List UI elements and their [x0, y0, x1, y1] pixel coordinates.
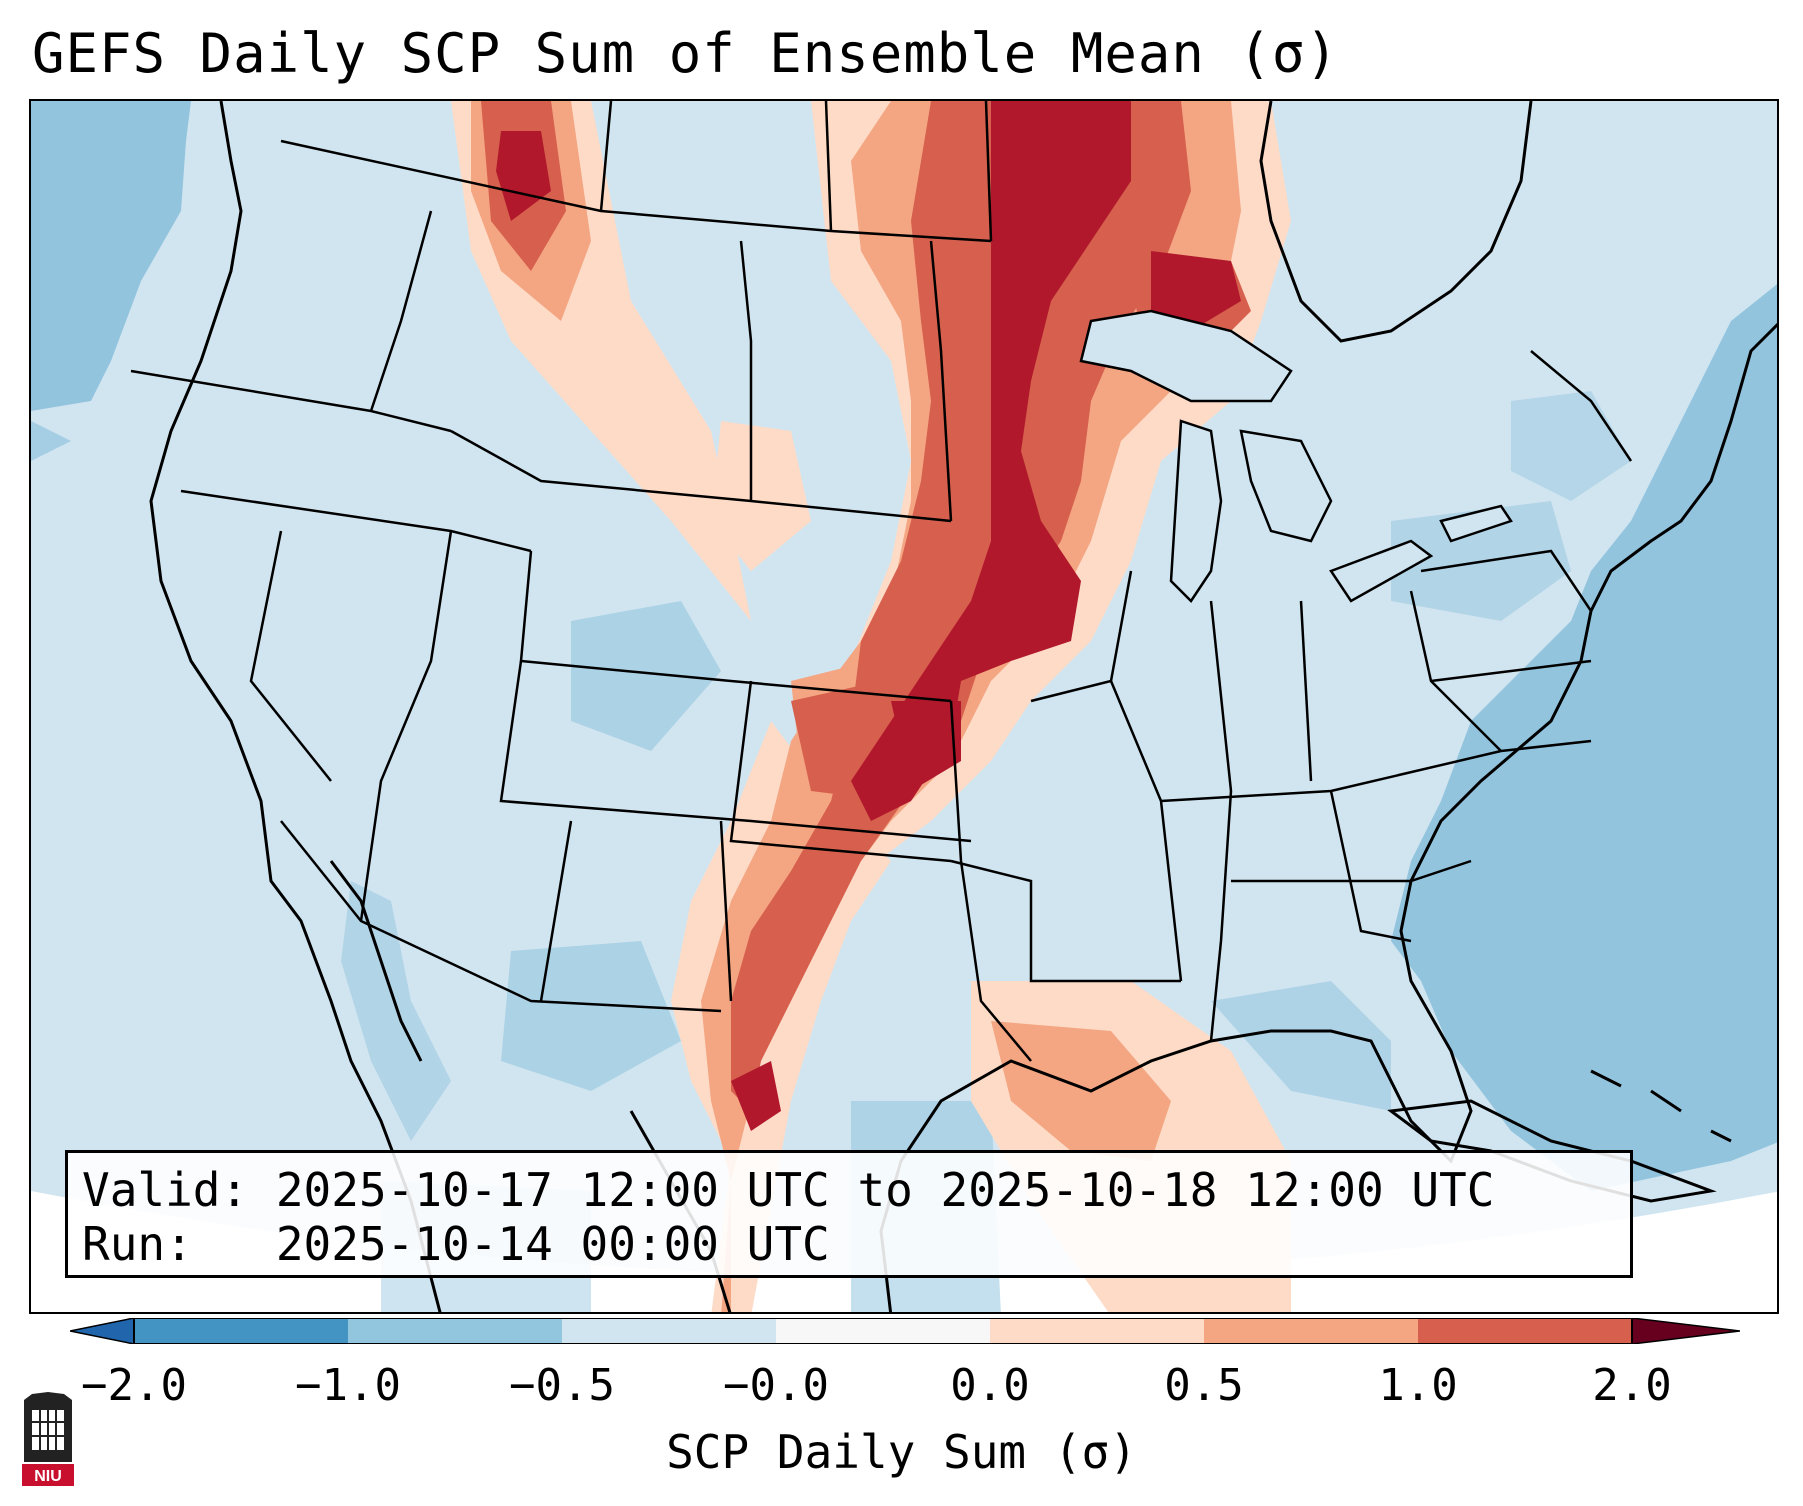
- chart-title: GEFS Daily SCP Sum of Ensemble Mean (σ): [32, 22, 1339, 85]
- lake-michigan: [1169, 419, 1223, 603]
- colorbar-tick: 0.0: [950, 1360, 1030, 1411]
- anomaly-core: [851, 101, 1131, 821]
- colorbar-extend-low: [70, 1318, 135, 1344]
- colorbar-segment: [776, 1318, 990, 1344]
- logo-text: NIU: [34, 1468, 62, 1485]
- colorbar-tick: 1.0: [1378, 1360, 1458, 1411]
- validity-info-box: Valid: 2025-10-17 12:00 UTC to 2025-10-1…: [65, 1150, 1633, 1278]
- colorbar: [70, 1318, 1740, 1344]
- colorbar-tick: 0.5: [1164, 1360, 1244, 1411]
- colorbar-segment: [1418, 1318, 1632, 1344]
- lake-erie: [1329, 539, 1434, 603]
- colorbar-segment: [1204, 1318, 1418, 1344]
- colorbar-segment: [990, 1318, 1204, 1344]
- lake-ontario: [1439, 504, 1513, 543]
- colorbar-segment: [348, 1318, 562, 1344]
- pacific-ocean: [31, 101, 191, 411]
- colorbar-tick: −0.0: [723, 1360, 829, 1411]
- cuba: [1387, 1099, 1717, 1203]
- colorbar-tick: −1.0: [295, 1360, 401, 1411]
- map-svg: [31, 101, 1777, 1312]
- university-logo-icon: NIU: [22, 1392, 74, 1486]
- colorbar-segment: [134, 1318, 348, 1344]
- colorbar-tick: −2.0: [81, 1360, 187, 1411]
- colorbar-tick: −0.5: [509, 1360, 615, 1411]
- colorbar-label: SCP Daily Sum (σ): [666, 1425, 1137, 1479]
- colorbar-ticks: −2.0 −1.0 −0.5 −0.0 0.0 0.5 1.0 2.0: [0, 1360, 1803, 1420]
- colorbar-tick: 2.0: [1592, 1360, 1672, 1411]
- valid-time-line: Valid: 2025-10-17 12:00 UTC to 2025-10-1…: [82, 1163, 1495, 1217]
- state-borders: [130, 101, 1633, 1062]
- lake-superior: [1079, 309, 1293, 403]
- colorbar-extend-high: [1631, 1318, 1740, 1344]
- run-time-line: Run: 2025-10-14 00:00 UTC: [82, 1217, 830, 1271]
- map-panel: [29, 99, 1779, 1314]
- atlantic-ocean: [1391, 284, 1777, 1191]
- colorbar-segment: [562, 1318, 776, 1344]
- lake-huron: [1239, 429, 1333, 543]
